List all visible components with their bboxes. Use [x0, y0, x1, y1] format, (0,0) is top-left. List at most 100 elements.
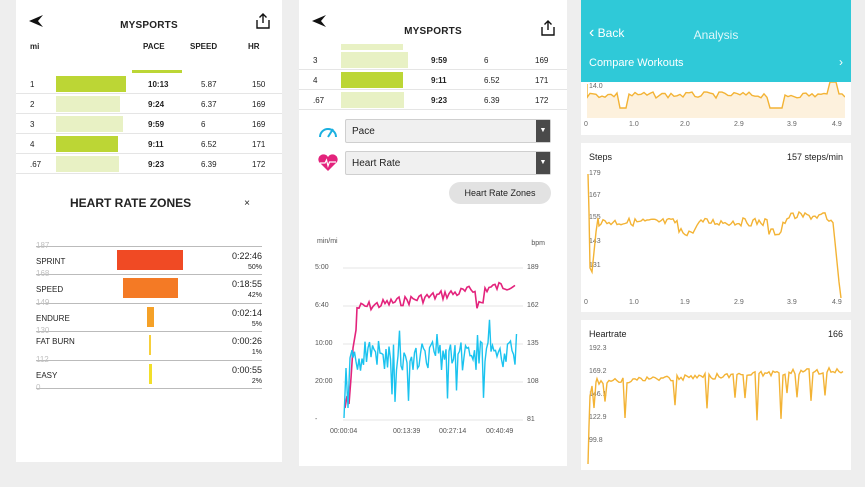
analysis-screen: ‹ Back Analysis Compare Workouts › 14.0 … — [581, 0, 851, 470]
app-title: MYSPORTS — [120, 20, 178, 31]
heart-rate-icon — [318, 154, 338, 171]
zone-percent: 50% — [247, 264, 262, 271]
cell-hr: 171 — [252, 140, 266, 149]
app-title: MYSPORTS — [404, 26, 462, 37]
cell-pace: 10:13 — [148, 80, 169, 89]
right-tick-label: 162 — [527, 302, 539, 309]
y-tick-label: 155 — [589, 214, 601, 221]
zone-percent: 42% — [247, 292, 262, 299]
chevron-right-icon[interactable]: › — [839, 55, 843, 69]
x-tick-label: 1.0 — [629, 299, 639, 306]
zones-title: HEART RATE ZONES — [70, 196, 192, 210]
zone-bar — [148, 364, 152, 384]
heartrate-label: Heartrate — [589, 329, 627, 339]
x-tick-label: 00:40:49 — [486, 428, 514, 435]
cell-mi: 3 — [313, 56, 318, 65]
analysis-header: ‹ Back Analysis Compare Workouts › — [581, 0, 851, 82]
top-series-line — [587, 82, 845, 109]
left-tick-label: - — [315, 416, 318, 423]
steps-value: 157 steps/min — [786, 152, 843, 162]
right-tick-label: 81 — [527, 416, 535, 423]
zone-bar — [117, 250, 183, 270]
right-tick-label: 189 — [527, 264, 539, 271]
zone-time: 0:18:55 — [231, 279, 262, 289]
cell-mi: 2 — [30, 100, 35, 109]
zone-axis-label: 0 — [36, 383, 41, 392]
left-axis-unit: min/mi — [317, 238, 338, 245]
pace-heart-rate-chart — [343, 267, 523, 421]
col-hr: HR — [248, 42, 260, 51]
speedometer-icon — [319, 128, 337, 138]
split-bar — [341, 72, 403, 88]
zone-axis-label: 149 — [36, 298, 50, 307]
share-icon[interactable] — [541, 20, 555, 36]
split-bar — [56, 156, 119, 172]
table-row: 4 9:11 6.52 171 — [16, 134, 282, 154]
metric-select-pace[interactable]: Pace ▼ — [345, 119, 551, 143]
col-speed: SPEED — [190, 42, 218, 51]
heartrate-series-line — [587, 366, 844, 465]
x-tick-label: 1.0 — [629, 121, 639, 128]
y-tick-label: 99.8 — [589, 437, 603, 444]
zone-name: SPEED — [36, 285, 64, 294]
zone-bar — [122, 278, 178, 298]
x-tick-label: 00:13:39 — [393, 428, 421, 435]
left-tick-label: 20:00 — [315, 378, 333, 385]
y-tick-label: 131 — [589, 262, 601, 269]
x-tick-label: 00:00:04 — [330, 428, 358, 435]
split-bar — [341, 92, 404, 108]
back-arrow-icon[interactable] — [311, 14, 327, 28]
x-tick-label: 4.9 — [832, 121, 842, 128]
cell-hr: 172 — [252, 160, 266, 169]
steps-label: Steps — [589, 152, 613, 162]
heart-rate-zones-button[interactable]: Heart Rate Zones — [449, 182, 551, 204]
table-row: 3 9:59 6 169 — [299, 50, 567, 70]
chevron-down-icon: ▼ — [536, 152, 550, 174]
x-tick-label: 2.9 — [734, 121, 744, 128]
back-arrow-icon[interactable] — [28, 14, 44, 28]
chevron-left-icon: ‹ — [589, 24, 595, 41]
compare-workouts-link[interactable]: Compare Workouts — [589, 57, 684, 69]
steps-chart — [587, 173, 842, 299]
zone-grid-line — [36, 388, 262, 389]
table-row: 2 9:24 6.37 169 — [16, 94, 282, 114]
cell-mi: 4 — [313, 76, 318, 85]
close-icon[interactable]: × — [244, 198, 250, 209]
top-y-label: 14.0 — [589, 83, 603, 90]
x-tick-label: 2.0 — [680, 121, 690, 128]
zone-grid-line — [36, 303, 262, 304]
x-tick-label: 1.9 — [680, 299, 690, 306]
right-tick-label: 135 — [527, 340, 539, 347]
y-tick-label: 146.1 — [589, 391, 607, 398]
cell-mi: .67 — [313, 96, 325, 105]
x-tick-label: 0 — [584, 121, 588, 128]
y-tick-label: 192.3 — [589, 345, 607, 352]
zone-name: SPRINT — [36, 257, 66, 266]
metric-select-pace-value: Pace — [352, 126, 375, 137]
zone-time: 0:22:46 — [231, 251, 262, 261]
cell-mi: 4 — [30, 140, 35, 149]
heartrate-value: 166 — [827, 329, 843, 339]
x-tick-label: 3.9 — [787, 121, 797, 128]
cell-pace: 9:23 — [431, 96, 448, 105]
back-button[interactable]: ‹ Back — [589, 24, 625, 41]
cell-speed: 6.39 — [484, 96, 500, 105]
zone-grid-line — [36, 331, 262, 332]
zone-percent: 2% — [251, 378, 262, 385]
top-bar: MYSPORTS — [299, 0, 567, 40]
metric-select-heart-rate[interactable]: Heart Rate ▼ — [345, 151, 551, 175]
cell-speed: 6.52 — [484, 76, 500, 85]
zone-name: ENDURE — [36, 314, 70, 323]
back-label: Back — [597, 26, 625, 40]
col-mi: mi — [30, 42, 40, 51]
zone-name: FAT BURN — [36, 337, 75, 346]
top-series-area — [587, 82, 845, 118]
split-bar — [56, 76, 126, 92]
zone-axis-label: 130 — [36, 326, 50, 335]
metric-select-heart-rate-value: Heart Rate — [352, 158, 401, 169]
cell-pace: 9:59 — [431, 56, 448, 65]
share-icon[interactable] — [256, 13, 270, 29]
cell-mi: 3 — [30, 120, 35, 129]
y-tick-label: 167 — [589, 192, 601, 199]
cell-speed: 5.87 — [201, 80, 217, 89]
